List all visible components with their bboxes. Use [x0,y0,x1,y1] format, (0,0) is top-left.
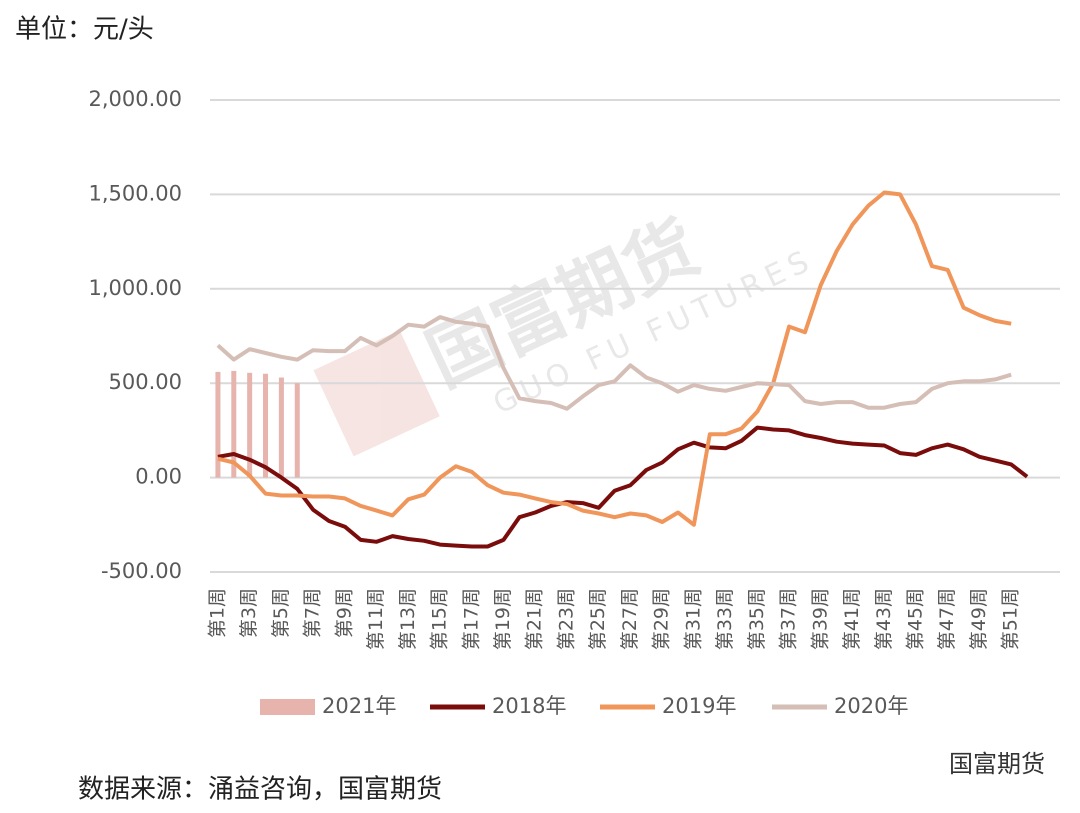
x-tick-label: 第11周 [365,588,387,650]
legend-label: 2021年 [322,694,396,718]
bar [263,373,269,478]
x-tick-label: 第33周 [714,588,736,650]
bar [247,372,253,478]
x-tick-label: 第51周 [1000,588,1022,650]
x-tick-label: 第17周 [460,588,482,650]
x-tick-label: 第7周 [302,588,324,638]
x-tick-label: 第45周 [905,588,927,650]
y-tick-label: 1,500.00 [88,181,182,205]
line [216,315,1012,411]
x-tick-label: 第19周 [492,588,514,650]
bar [294,383,300,478]
x-tick-label: 第13周 [397,588,419,650]
unit-label: 单位：元/头 [15,15,154,45]
x-tick-label: 第37周 [778,588,800,650]
y-tick-label: -500.00 [101,559,182,583]
bar [278,377,284,478]
y-tick-label: 2,000.00 [88,87,182,111]
bar [215,371,221,478]
source: 数据来源：涌益咨询，国富期货 [78,775,442,805]
x-tick-label: 第41周 [841,588,863,650]
x-tick-label: 第5周 [270,588,292,638]
x-tick-label: 第27周 [619,588,641,650]
x-tick-label: 第15周 [429,588,451,650]
x-tick-label: 第47周 [936,588,958,650]
x-tick-label: 第49周 [968,588,990,650]
brand: 国富期货 [949,750,1045,778]
y-tick-label: 500.00 [109,370,182,394]
x-tick-label: 第39周 [809,588,831,650]
x-tick-label: 第43周 [873,588,895,650]
bar [231,370,237,478]
watermark: 国富期货 GUO FU FUTURES [313,204,820,457]
y-tick-label: 0.00 [135,465,182,489]
y-tick-label: 1,000.00 [88,276,182,300]
x-tick-label: 第23周 [555,588,577,650]
x-tick-label: 第25周 [587,588,609,650]
line [217,425,1029,549]
x-tick-label: 第21周 [524,588,546,650]
legend-label: 2020年 [834,694,908,718]
legend-label: 2019年 [662,694,736,718]
watermark-logo [313,330,440,457]
x-tick-label: 第35周 [746,588,768,650]
x-tick-label: 第3周 [238,588,260,638]
legend-swatch [260,699,315,715]
line [217,190,1012,527]
x-tick-label: 第9周 [333,588,355,638]
legend-label: 2018年 [492,694,566,718]
x-tick-label: 第1周 [206,588,228,638]
x-tick-label: 第31周 [682,588,704,650]
x-tick-label: 第29周 [651,588,673,650]
